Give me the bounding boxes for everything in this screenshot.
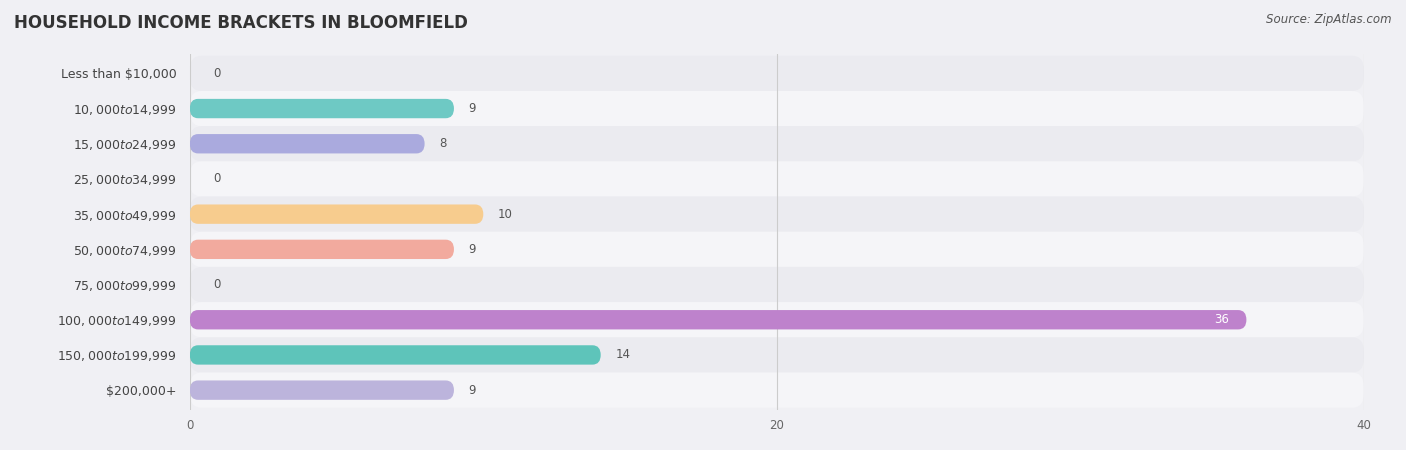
Text: 0: 0 bbox=[214, 278, 221, 291]
FancyBboxPatch shape bbox=[190, 267, 1364, 302]
Text: 14: 14 bbox=[616, 348, 630, 361]
FancyBboxPatch shape bbox=[190, 99, 454, 118]
FancyBboxPatch shape bbox=[190, 91, 1364, 126]
Text: 10: 10 bbox=[498, 207, 513, 220]
Text: 0: 0 bbox=[214, 172, 221, 185]
FancyBboxPatch shape bbox=[190, 310, 1247, 329]
FancyBboxPatch shape bbox=[190, 204, 484, 224]
FancyBboxPatch shape bbox=[190, 380, 454, 400]
FancyBboxPatch shape bbox=[190, 302, 1364, 338]
FancyBboxPatch shape bbox=[190, 126, 1364, 162]
FancyBboxPatch shape bbox=[190, 373, 1364, 408]
Text: Source: ZipAtlas.com: Source: ZipAtlas.com bbox=[1267, 14, 1392, 27]
Text: 9: 9 bbox=[468, 384, 477, 396]
Text: 36: 36 bbox=[1213, 313, 1229, 326]
FancyBboxPatch shape bbox=[190, 338, 1364, 373]
FancyBboxPatch shape bbox=[190, 134, 425, 153]
FancyBboxPatch shape bbox=[190, 240, 454, 259]
FancyBboxPatch shape bbox=[190, 162, 1364, 197]
FancyBboxPatch shape bbox=[190, 345, 600, 365]
Text: HOUSEHOLD INCOME BRACKETS IN BLOOMFIELD: HOUSEHOLD INCOME BRACKETS IN BLOOMFIELD bbox=[14, 14, 468, 32]
Text: 9: 9 bbox=[468, 243, 477, 256]
Text: 9: 9 bbox=[468, 102, 477, 115]
Text: 8: 8 bbox=[439, 137, 447, 150]
FancyBboxPatch shape bbox=[190, 197, 1364, 232]
Text: 0: 0 bbox=[214, 67, 221, 80]
FancyBboxPatch shape bbox=[190, 56, 1364, 91]
FancyBboxPatch shape bbox=[190, 232, 1364, 267]
